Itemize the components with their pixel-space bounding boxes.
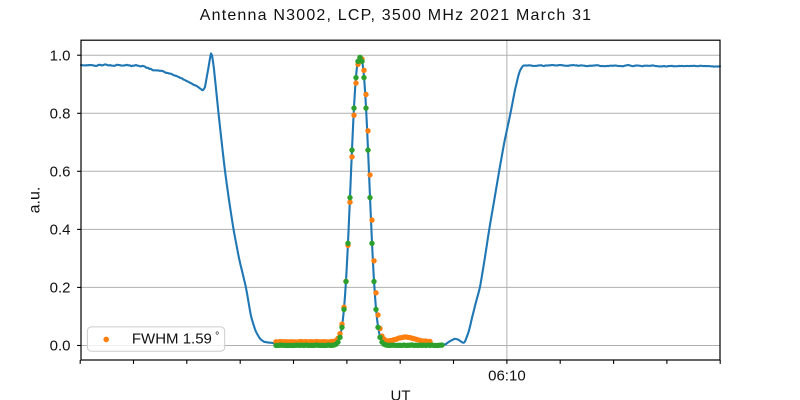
svg-text:0.2: 0.2: [50, 280, 71, 297]
svg-text:UT: UT: [391, 387, 411, 400]
svg-text:0.6: 0.6: [50, 164, 71, 181]
svg-text:0.4: 0.4: [50, 222, 71, 239]
svg-text:0.8: 0.8: [50, 106, 71, 123]
svg-text:FWHM 1.59 °: FWHM 1.59 °: [132, 331, 219, 348]
svg-text:0.0: 0.0: [50, 338, 71, 355]
svg-text:06:10: 06:10: [488, 368, 526, 385]
svg-text:1.0: 1.0: [50, 47, 71, 64]
svg-text:a.u.: a.u.: [27, 187, 44, 214]
svg-text:Antenna N3002, LCP, 3500 MHz 2: Antenna N3002, LCP, 3500 MHz 2021 March …: [200, 7, 593, 24]
